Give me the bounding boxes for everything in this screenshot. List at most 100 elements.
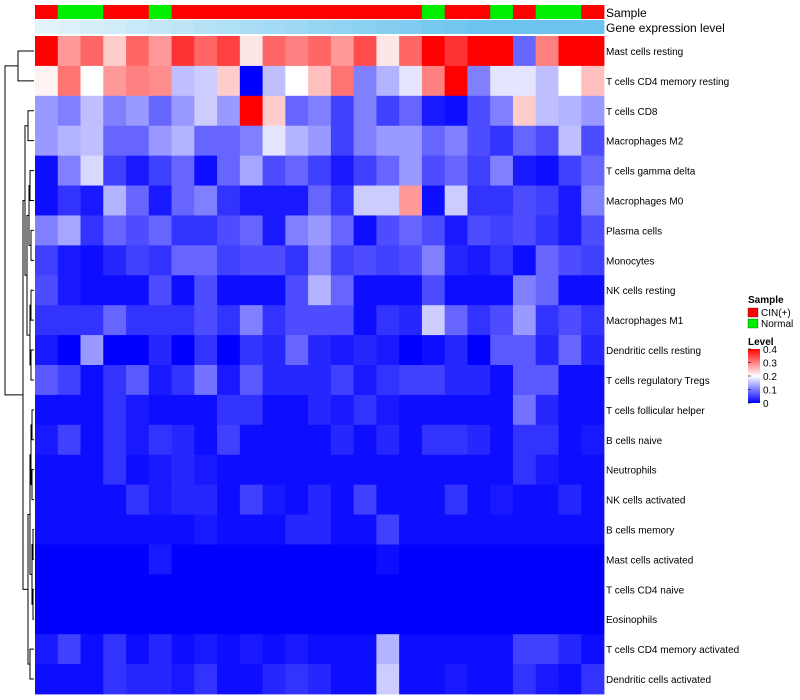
heatmap-cell bbox=[535, 365, 559, 396]
heatmap-cell bbox=[558, 275, 582, 306]
heatmap-cell bbox=[558, 394, 582, 426]
heatmap-cell bbox=[490, 36, 514, 67]
heatmap-cell bbox=[467, 514, 491, 545]
heatmap-cell bbox=[285, 604, 309, 635]
heatmap-cell bbox=[467, 95, 491, 127]
expression-cell bbox=[239, 20, 263, 34]
heatmap-cell bbox=[217, 365, 241, 396]
heatmap-cell bbox=[57, 574, 81, 605]
level-tick-label: 0.3 bbox=[763, 359, 777, 370]
heatmap-cell bbox=[35, 634, 59, 665]
heatmap-cell bbox=[399, 95, 423, 127]
heatmap-cell bbox=[217, 95, 241, 127]
heatmap-cell bbox=[171, 544, 195, 575]
heatmap-cell bbox=[148, 305, 172, 336]
heatmap-cell bbox=[353, 634, 377, 665]
row-dendrogram bbox=[4, 50, 34, 680]
heatmap-cell bbox=[171, 514, 195, 545]
heatmap-cell bbox=[148, 185, 172, 216]
heatmap-cell bbox=[285, 65, 309, 97]
heatmap-cell bbox=[285, 215, 309, 246]
heatmap-cell bbox=[57, 514, 81, 545]
heatmap-cell bbox=[421, 634, 446, 665]
heatmap-cell bbox=[35, 454, 59, 486]
heatmap-cell bbox=[126, 664, 150, 695]
heatmap-cell bbox=[80, 394, 104, 426]
heatmap-cell bbox=[399, 664, 423, 695]
heatmap-cell bbox=[330, 424, 355, 456]
heatmap-cell bbox=[57, 36, 81, 67]
heatmap-cell bbox=[194, 664, 218, 695]
heatmap-cell bbox=[126, 544, 150, 575]
heatmap-cell bbox=[217, 215, 241, 246]
heatmap-cell bbox=[262, 95, 286, 127]
heatmap-cell bbox=[512, 544, 537, 575]
heatmap-cell bbox=[399, 185, 423, 216]
sample-cell bbox=[80, 5, 104, 19]
heatmap-cell bbox=[490, 394, 514, 426]
expression-cell bbox=[285, 20, 309, 34]
heatmap-cell bbox=[285, 125, 309, 157]
heatmap-cell bbox=[535, 604, 559, 635]
heatmap-cell bbox=[581, 335, 605, 366]
heatmap-cell bbox=[35, 544, 59, 575]
heatmap-cell bbox=[57, 95, 81, 127]
heatmap-cell bbox=[239, 574, 263, 605]
dendrogram-branch bbox=[27, 110, 34, 142]
heatmap-cell bbox=[239, 394, 263, 426]
heatmap-cell bbox=[57, 155, 81, 186]
expression-cell bbox=[148, 20, 172, 34]
heatmap-cell bbox=[217, 484, 241, 515]
heatmap-cell bbox=[353, 544, 377, 575]
legend-swatch-normal bbox=[747, 318, 759, 329]
heatmap-cell bbox=[239, 125, 263, 157]
heatmap-cell bbox=[353, 125, 377, 157]
heatmap-cell bbox=[126, 245, 150, 276]
row-label: NK cells activated bbox=[606, 496, 685, 507]
heatmap-cell bbox=[535, 664, 559, 695]
heatmap-cell bbox=[421, 335, 446, 366]
heatmap-cell bbox=[126, 424, 150, 456]
heatmap-cell bbox=[308, 514, 332, 545]
heatmap-cell bbox=[57, 125, 81, 157]
expression-cell bbox=[353, 20, 377, 34]
heatmap-cell bbox=[194, 514, 218, 545]
row-label: NK cells resting bbox=[606, 286, 675, 297]
heatmap-cell bbox=[80, 185, 104, 216]
heatmap-cell bbox=[148, 454, 172, 486]
heatmap-cell bbox=[376, 185, 400, 216]
heatmap-cell bbox=[376, 275, 400, 306]
heatmap-cell bbox=[239, 95, 263, 127]
heatmap-cell bbox=[535, 275, 559, 306]
heatmap-cell bbox=[467, 544, 491, 575]
heatmap-cell bbox=[512, 305, 537, 336]
heatmap-cell bbox=[285, 95, 309, 127]
heatmap-cell bbox=[512, 514, 537, 545]
heatmap-cell bbox=[262, 155, 286, 186]
heatmap-cell bbox=[399, 65, 423, 97]
heatmap-cell bbox=[239, 454, 263, 486]
heatmap-cell bbox=[35, 95, 59, 127]
heatmap-cell bbox=[581, 305, 605, 336]
heatmap-cell bbox=[194, 454, 218, 486]
sample-cell bbox=[103, 5, 127, 19]
heatmap-cell bbox=[399, 634, 423, 665]
heatmap-cell bbox=[444, 544, 468, 575]
heatmap-cell bbox=[262, 574, 286, 605]
heatmap-cell bbox=[421, 125, 446, 157]
heatmap-cell bbox=[57, 664, 81, 695]
dendrogram-branch bbox=[29, 648, 34, 680]
sample-cell bbox=[262, 5, 286, 19]
heatmap-cell bbox=[80, 36, 104, 67]
heatmap-cell bbox=[262, 65, 286, 97]
heatmap-cell bbox=[262, 335, 286, 366]
heatmap-cell bbox=[148, 484, 172, 515]
heatmap-cell bbox=[35, 394, 59, 426]
heatmap-cell bbox=[103, 305, 127, 336]
heatmap-cell bbox=[262, 424, 286, 456]
heatmap-cell bbox=[262, 36, 286, 67]
heatmap-cell bbox=[171, 215, 195, 246]
heatmap-cell bbox=[57, 275, 81, 306]
heatmap-cell bbox=[239, 65, 263, 97]
heatmap-cell bbox=[194, 95, 218, 127]
